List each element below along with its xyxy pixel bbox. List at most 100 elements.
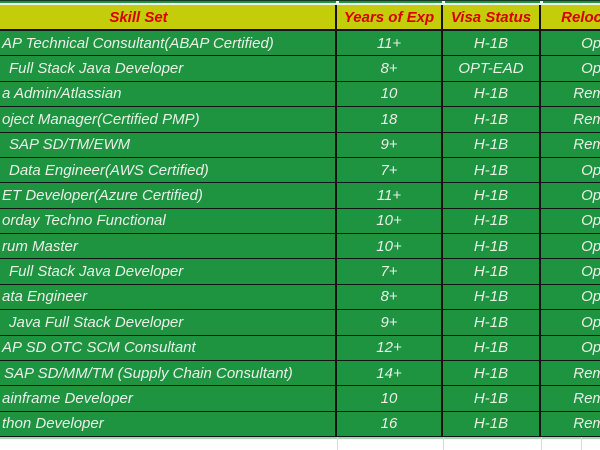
visa-text: H-1B [473,110,509,128]
years-text: 10 [380,85,398,103]
visa-text: H-1B [473,85,509,103]
visa-text: H-1B [473,161,509,179]
table-row: AP Technical Consultant(ABAP Certified) … [0,31,600,57]
skill-text: oject Manager(Certified PMP) [2,110,200,128]
cell-reloc[interactable]: Remote [541,107,600,131]
cell-years[interactable]: 11+ [337,183,443,208]
cell-visa[interactable]: H-1B [443,107,541,132]
header-years-of-exp[interactable]: Years of Exp [337,5,443,29]
years-text: 7+ [380,161,398,179]
skill-text: ainframe Developer [2,389,133,407]
cell-visa[interactable]: H-1B [443,132,541,157]
table-row: Full Stack Java Developer 8+ OPT-EAD Ope… [0,56,600,82]
cell-skill[interactable]: rum Master [0,234,337,259]
cell-reloc[interactable]: Open [541,158,600,182]
cell-reloc[interactable]: Open [541,310,600,334]
cell-reloc[interactable]: Remote [541,133,600,157]
cell-reloc[interactable]: Open [541,209,600,233]
cell-years[interactable]: 12+ [337,335,443,360]
cell-years[interactable]: 10+ [337,208,443,233]
cell-visa[interactable]: H-1B [443,310,541,335]
cell-skill[interactable]: Full Stack Java Developer [0,56,337,81]
cell-skill[interactable]: SAP SD/TM/EWM [0,132,337,157]
reloc-text: Remote [573,364,600,382]
cell-visa[interactable]: H-1B [443,234,541,259]
cell-years[interactable]: 7+ [337,259,443,284]
cell-reloc[interactable]: Open [541,234,600,258]
cell-years[interactable]: 9+ [337,132,443,157]
reloc-text: Open [581,34,600,52]
cell-years[interactable]: 9+ [337,310,443,335]
cell-years[interactable]: 18 [337,107,443,132]
cell-visa[interactable]: H-1B [443,411,541,436]
cell-reloc[interactable]: Open [541,31,600,55]
reloc-text: Open [581,339,600,357]
cell-skill[interactable]: oject Manager(Certified PMP) [0,107,337,132]
cell-visa[interactable]: H-1B [443,208,541,233]
table-row: SAP SD/MM/TM (Supply Chain Consultant) 1… [0,360,600,387]
header-visa-label: Visa Status [450,8,532,26]
cell-years[interactable]: 16 [337,411,443,436]
cell-years[interactable]: 8+ [337,56,443,81]
skill-text: orday Techno Functional [2,212,166,230]
visa-text: H-1B [473,364,509,382]
years-text: 10+ [376,212,402,230]
cell-skill[interactable]: a Admin/Atlassian [0,81,337,107]
cell-skill[interactable]: ainframe Developer [0,386,337,411]
skill-text: ET Developer(Azure Certified) [2,186,203,204]
cell-reloc[interactable]: Remote [541,412,600,436]
cell-years[interactable]: 8+ [337,284,443,310]
sheet-gridline [443,437,444,450]
cell-years[interactable]: 7+ [337,157,443,183]
cell-years[interactable]: 10 [337,386,443,411]
years-text: 8+ [380,60,398,78]
cell-years[interactable]: 10+ [337,234,443,259]
reloc-text: Open [581,237,600,255]
cell-reloc[interactable]: Open [541,56,600,80]
years-text: 10 [380,389,398,407]
cell-skill[interactable]: Data Engineer(AWS Certified) [0,157,337,183]
visa-text: H-1B [473,389,509,407]
cell-years[interactable]: 10 [337,81,443,107]
cell-reloc[interactable]: Remote [541,386,600,410]
visa-text: H-1B [473,415,509,433]
cell-visa[interactable]: H-1B [443,360,541,386]
reloc-text: Open [581,186,600,204]
cell-skill[interactable]: thon Developer [0,411,337,436]
cell-years[interactable]: 11+ [337,31,443,56]
cell-skill[interactable]: Java Full Stack Developer [0,310,337,335]
cell-visa[interactable]: H-1B [443,31,541,56]
cell-skill[interactable]: orday Techno Functional [0,208,337,233]
cell-visa[interactable]: H-1B [443,284,541,310]
cell-visa[interactable]: OPT-EAD [443,56,541,81]
cell-skill[interactable]: SAP SD/MM/TM (Supply Chain Consultant) [0,360,337,386]
cell-skill[interactable]: Full Stack Java Developer [0,259,337,284]
cell-visa[interactable]: H-1B [443,157,541,183]
cell-reloc[interactable]: Remote [541,82,600,106]
cell-skill[interactable]: ET Developer(Azure Certified) [0,183,337,208]
visa-text: H-1B [473,212,509,230]
header-visa-status[interactable]: Visa Status [443,5,541,29]
cell-visa[interactable]: H-1B [443,81,541,107]
table-row: rum Master 10+ H-1B Open [0,234,600,260]
header-skill-set-label: Skill Set [109,8,168,26]
cell-skill[interactable]: ata Engineer [0,284,337,310]
cell-reloc[interactable]: Open [541,259,600,283]
cell-reloc[interactable]: Remote [541,361,600,385]
years-text: 18 [380,110,398,128]
cell-years[interactable]: 14+ [337,360,443,386]
years-text: 12+ [376,339,402,357]
header-skill-set[interactable]: Skill Set [0,5,337,29]
cell-reloc[interactable]: Open [541,285,600,309]
cell-reloc[interactable]: Open [541,183,600,207]
reloc-text: Remote [573,136,600,154]
cell-skill[interactable]: AP SD OTC SCM Consultant [0,335,337,360]
header-relocation[interactable]: Relocation [541,5,600,29]
cell-visa[interactable]: H-1B [443,183,541,208]
cell-skill[interactable]: AP Technical Consultant(ABAP Certified) [0,31,337,56]
cell-visa[interactable]: H-1B [443,386,541,411]
cell-visa[interactable]: H-1B [443,259,541,284]
cell-reloc[interactable]: Open [541,336,600,360]
years-text: 9+ [380,136,398,154]
cell-visa[interactable]: H-1B [443,335,541,360]
